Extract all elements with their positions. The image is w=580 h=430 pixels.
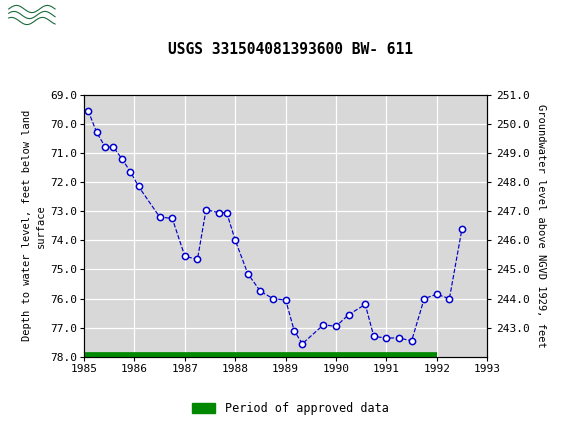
Y-axis label: Depth to water level, feet below land
surface: Depth to water level, feet below land su… bbox=[22, 110, 46, 341]
Y-axis label: Groundwater level above NGVD 1929, feet: Groundwater level above NGVD 1929, feet bbox=[535, 104, 546, 347]
Legend: Period of approved data: Period of approved data bbox=[187, 397, 393, 420]
Bar bbox=[6, 1, 58, 28]
Text: USGS 331504081393600 BW- 611: USGS 331504081393600 BW- 611 bbox=[168, 42, 412, 57]
Text: USGS: USGS bbox=[70, 7, 117, 22]
